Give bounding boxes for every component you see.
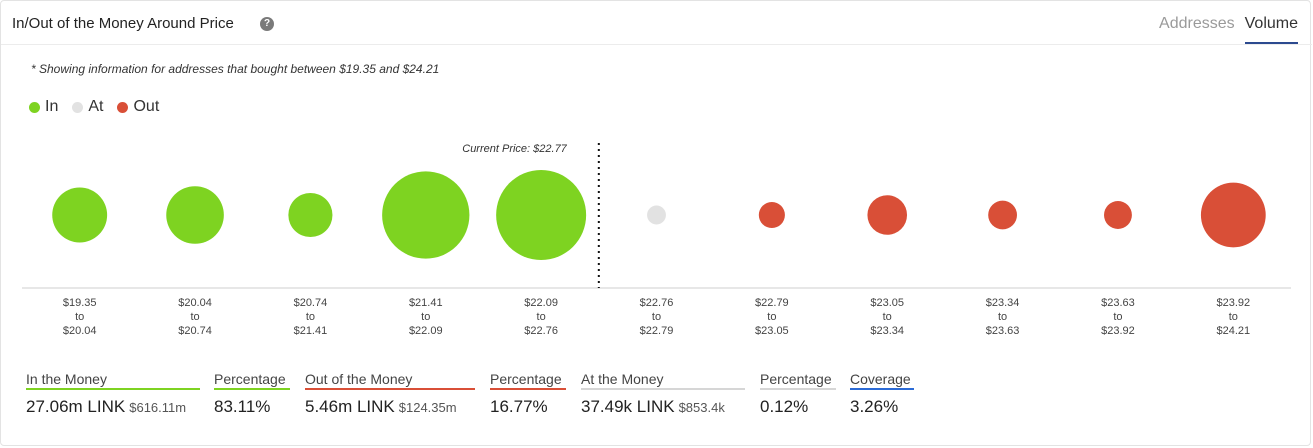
legend-item-at[interactable]: At <box>72 98 103 116</box>
stat-in-percentage: Percentage 83.11% <box>214 371 290 417</box>
tick-label-to-value: $23.63 <box>986 325 1020 337</box>
tick-label-to-value: $22.76 <box>524 325 558 337</box>
card-title: In/Out of the Money Around Price <box>12 15 234 32</box>
question-circle-icon[interactable]: ? <box>260 17 274 31</box>
bubble-in[interactable] <box>496 170 587 260</box>
tick-label-to: to <box>998 311 1007 323</box>
stat-at-percentage: Percentage 0.12% <box>760 371 836 417</box>
tick-label-from: $20.74 <box>294 297 328 309</box>
legend-item-out[interactable]: Out <box>117 98 159 116</box>
view-tabs: Addresses Volume <box>1159 15 1298 44</box>
tick-label-from: $23.92 <box>1216 297 1250 309</box>
current-price-label: Current Price: $22.77 <box>462 143 567 155</box>
stat-label: Coverage <box>850 371 914 390</box>
tick-label-to: to <box>306 311 315 323</box>
tick-label-to-value: $24.21 <box>1216 325 1250 337</box>
tab-addresses[interactable]: Addresses <box>1159 15 1235 32</box>
tick-label-to-value: $23.92 <box>1101 325 1135 337</box>
stat-at-the-money: At the Money 37.49k LINK $853.4k <box>581 371 745 417</box>
summary-stats: In the Money 27.06m LINK $616.11m Percent… <box>1 371 1312 431</box>
tick-label-to: to <box>652 311 661 323</box>
chart-legend: In At Out <box>29 98 159 116</box>
stat-coverage: Coverage 3.26% <box>850 371 914 417</box>
stat-label: At the Money <box>581 371 745 390</box>
tick-label-from: $22.76 <box>640 297 674 309</box>
bubble-out[interactable] <box>988 200 1017 230</box>
tick-label-to: to <box>537 311 546 323</box>
tick-label-from: $23.05 <box>870 297 904 309</box>
tick-label-to: to <box>75 311 84 323</box>
stat-label: Percentage <box>490 371 566 390</box>
legend-label-out: Out <box>133 98 160 115</box>
tick-label-to: to <box>1229 311 1238 323</box>
tick-label-to-value: $20.04 <box>63 325 97 337</box>
tick-label-to: to <box>883 311 892 323</box>
legend-label-in: In <box>45 98 59 115</box>
tick-label-to-value: $22.09 <box>409 325 443 337</box>
stat-label: Percentage <box>760 371 836 390</box>
tick-label-to-value: $21.41 <box>294 325 328 337</box>
card-header: In/Out of the Money Around Price ? Addre… <box>1 1 1312 45</box>
tick-label-to: to <box>1113 311 1122 323</box>
stat-value: 83.11% <box>214 397 271 416</box>
stat-value: 37.49k LINK $853.4k <box>581 397 725 416</box>
bubble-out[interactable] <box>758 201 785 229</box>
bubble-at[interactable] <box>647 205 666 225</box>
tick-label-to-value: $20.74 <box>178 325 212 337</box>
legend-item-in[interactable]: In <box>29 98 58 116</box>
stat-label: Percentage <box>214 371 290 390</box>
bubble-out[interactable] <box>867 195 908 235</box>
stat-out-percentage: Percentage 16.77% <box>490 371 566 417</box>
bubble-chart: $19.35 to $20.04 $20.04 to $20.74 $20.74 to $21.… <box>22 143 1291 337</box>
legend-dot-in <box>29 101 40 113</box>
legend-dot-out <box>117 101 129 113</box>
stat-value: 5.46m LINK $124.35m <box>305 397 457 416</box>
tick-label-to: to <box>767 311 776 323</box>
bubble-in[interactable] <box>382 171 470 259</box>
bubble-out[interactable] <box>1200 182 1266 248</box>
stat-label: In the Money <box>26 371 200 390</box>
tick-label-to-value: $23.05 <box>755 325 789 337</box>
tick-label-to-value: $22.79 <box>640 325 674 337</box>
tick-label-from: $22.79 <box>755 297 789 309</box>
stat-value: 0.12% <box>760 397 809 416</box>
legend-label-at: At <box>88 98 104 115</box>
tick-label-from: $22.09 <box>524 297 558 309</box>
stat-out-of-the-money: Out of the Money 5.46m LINK $124.35m <box>305 371 475 417</box>
bubble-out[interactable] <box>1104 201 1132 229</box>
tick-label-from: $21.41 <box>409 297 443 309</box>
tick-label-from: $23.63 <box>1101 297 1135 309</box>
bubble-in[interactable] <box>52 187 108 243</box>
bubble-in[interactable] <box>288 192 333 238</box>
legend-dot-at <box>72 101 84 113</box>
tick-label-from: $19.35 <box>63 297 97 309</box>
stat-value: 16.77% <box>490 397 548 416</box>
stat-value: 3.26% <box>850 397 899 416</box>
tick-label-to: to <box>421 311 430 323</box>
tab-volume[interactable]: Volume <box>1244 15 1298 44</box>
tick-label-to: to <box>190 311 199 323</box>
stat-value: 27.06m LINK $616.11m <box>26 397 187 416</box>
bubble-in[interactable] <box>166 186 224 244</box>
tick-label-from: $20.04 <box>178 297 212 309</box>
stat-label: Out of the Money <box>305 371 475 390</box>
tick-label-from: $23.34 <box>986 297 1020 309</box>
tick-label-to-value: $23.34 <box>870 325 904 337</box>
stat-in-the-money: In the Money 27.06m LINK $616.11m <box>26 371 200 417</box>
range-note: * Showing information for addresses that… <box>31 62 440 76</box>
